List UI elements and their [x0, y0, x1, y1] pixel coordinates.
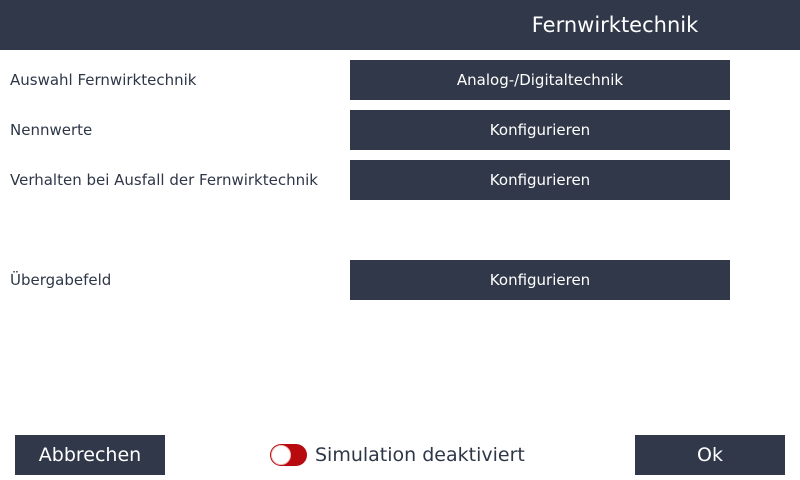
cancel-button[interactable]: Abbrechen	[15, 435, 165, 475]
verhalten-configure-button[interactable]: Konfigurieren	[350, 160, 730, 200]
label-uebergabefeld: Übergabefeld	[10, 271, 112, 289]
header-bar: Fernwirktechnik	[0, 0, 800, 50]
auswahl-fernwirktechnik-button[interactable]: Analog-/Digitaltechnik	[350, 60, 730, 100]
page-title: Fernwirktechnik	[531, 13, 699, 37]
nennwerte-configure-button[interactable]: Konfigurieren	[350, 110, 730, 150]
simulation-status: Simulation deaktiviert	[315, 444, 525, 466]
label-nennwerte: Nennwerte	[10, 121, 93, 139]
uebergabefeld-configure-button[interactable]: Konfigurieren	[350, 260, 730, 300]
simulation-toggle[interactable]	[270, 444, 307, 466]
label-verhalten: Verhalten bei Ausfall der Fernwirktechni…	[10, 171, 318, 189]
label-auswahl: Auswahl Fernwirktechnik	[10, 71, 197, 89]
toggle-knob	[271, 445, 291, 465]
ok-button[interactable]: Ok	[635, 435, 785, 475]
